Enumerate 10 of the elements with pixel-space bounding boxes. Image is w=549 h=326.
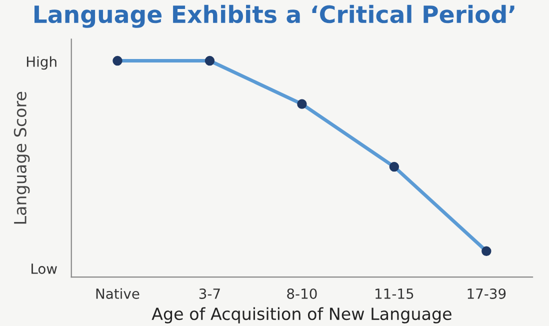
x-tick-label: 17-39 [468,288,506,299]
text: Low [32,264,57,274]
chart-title: Language Exhibits a ‘Critical Period’ [34,4,514,28]
x-tick-label: 11-15 [376,288,414,299]
text: High [26,56,56,70]
x-tick-label: 3-7 [199,288,220,299]
x-tick-label: Native [96,288,140,299]
x-axis-title: Age of Acquisition of New Language [152,307,452,324]
y-axis-title: Language Score [14,92,30,224]
x-tick-label: 8-10 [287,288,317,299]
